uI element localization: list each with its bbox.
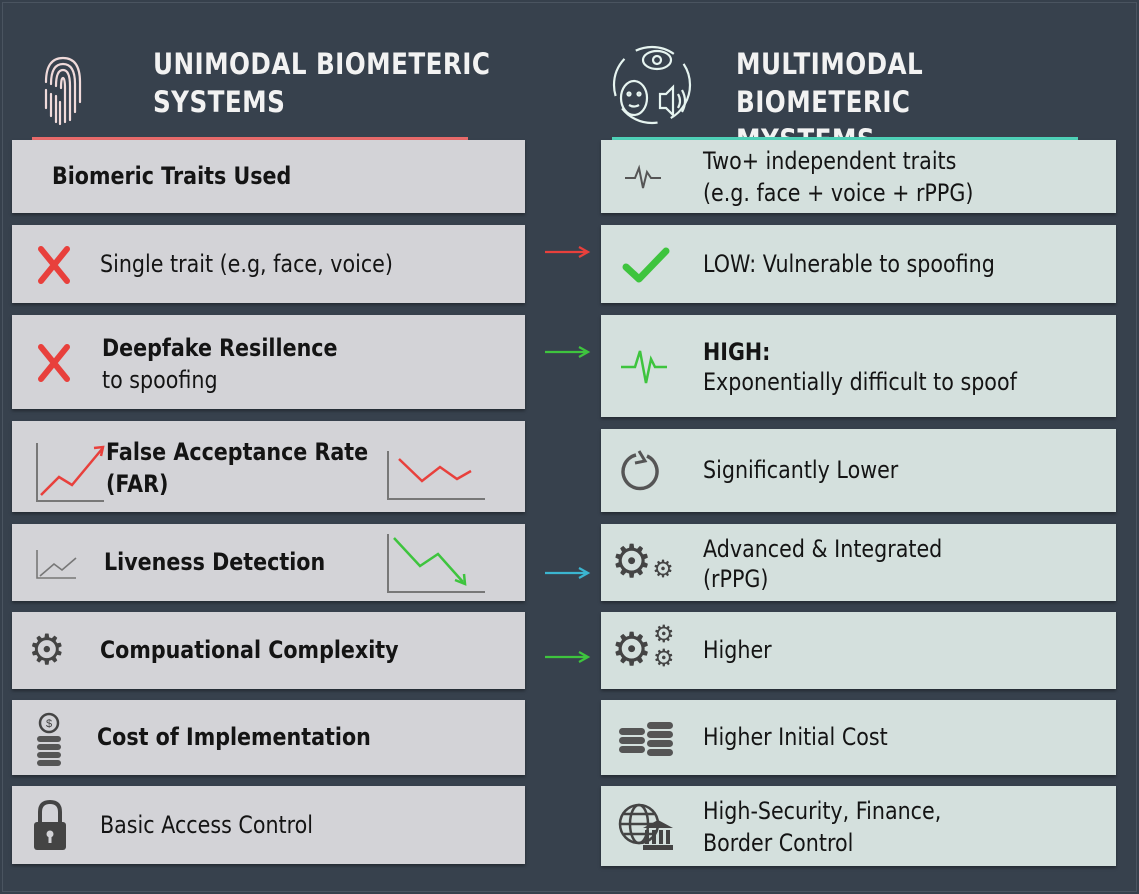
row-label: High-Security, Finance,: [703, 797, 942, 825]
row-label: Advanced & Integrated: [703, 535, 943, 563]
row-label: LOW: Vulnerable to spoofing: [703, 249, 995, 278]
arrow-right-icon: [545, 246, 591, 258]
row-label: False Acceptance Rate: [106, 438, 369, 466]
row-label: Basic Access Control: [100, 810, 314, 839]
arrow-right-icon: [545, 567, 591, 579]
right-row-complexity: ⚙ ⚙ ⚙ Higher: [601, 612, 1116, 689]
left-row-cost: $ Cost of Implementation: [12, 700, 525, 775]
trend-down-chart-icon: [387, 534, 485, 593]
gears-icon: ⚙⚙: [611, 535, 674, 587]
right-row-liveness: ⚙⚙ Advanced & Integrated (rPPG): [601, 524, 1116, 601]
row-label: Higher: [703, 636, 772, 664]
multimodal-traits-icon: [612, 45, 692, 125]
pulse-icon: [625, 164, 661, 189]
arrow-right-icon: [545, 651, 591, 663]
x-mark-icon: [38, 344, 70, 382]
trend-chart-icon: [36, 550, 77, 579]
row-label: Compuational Complexity: [100, 636, 399, 664]
row-label: Higher Initial Cost: [703, 723, 888, 751]
row-label: Biomeric Traits Used: [52, 162, 292, 190]
arrow-right-icon: [545, 346, 591, 358]
row-sublabel: (rPPG): [703, 565, 769, 593]
right-row-spoofing: LOW: Vulnerable to spoofing: [601, 225, 1116, 303]
globe-bank-icon: [618, 803, 673, 850]
right-accent-bar: [612, 137, 1078, 141]
left-row-traits: Biomeric Traits Used: [12, 140, 525, 213]
left-accent-bar: [32, 137, 468, 141]
left-row-complexity: ⚙ Compuational Complexity: [12, 612, 525, 689]
pulse-icon: [621, 350, 667, 384]
right-row-use-cases: High-Security, Finance, Border Control: [601, 786, 1116, 866]
row-sublabel: Exponentially difficult to spoof: [703, 368, 1017, 396]
x-mark-icon: [38, 246, 70, 284]
right-row-far: Significantly Lower: [601, 429, 1116, 512]
left-row-far: False Acceptance Rate (FAR): [12, 421, 525, 512]
gear-icon: ⚙: [28, 626, 66, 673]
row-sublabel: to spoofing: [102, 366, 218, 394]
left-row-liveness: Liveness Detection: [12, 524, 525, 601]
trend-up-chart-icon: [36, 443, 105, 502]
coins-icon: [619, 722, 673, 756]
row-sublabel: Border Control: [703, 829, 854, 857]
row-label: Liveness Detection: [104, 548, 326, 576]
row-label: HIGH:: [703, 338, 771, 366]
row-sublabel: (e.g. face + voice + rPPG): [703, 179, 974, 207]
left-title: UNIMODAL BIOMETERIC SYSTEMS: [153, 45, 490, 121]
right-row-traits: Two+ independent traits (e.g. face + voi…: [601, 140, 1116, 213]
lock-icon: [34, 799, 66, 850]
fingerprint-icon: [44, 56, 82, 126]
row-label: Significantly Lower: [703, 456, 899, 484]
left-row-single-trait: Single trait (e.g, face, voice): [12, 225, 525, 303]
right-row-cost: Higher Initial Cost: [601, 700, 1116, 775]
left-row-deepfake: Deepfake Resillence to spoofing: [12, 315, 525, 409]
row-label: Deepfake Resillence: [102, 334, 338, 362]
refresh-icon: [621, 450, 659, 491]
row-label: Cost of Implementation: [97, 723, 371, 751]
coins-icon: $: [37, 712, 61, 766]
right-title-line1: MULTIMODAL BIOMETERIC: [736, 47, 924, 119]
check-icon: [622, 247, 670, 283]
row-sublabel: (FAR): [106, 470, 169, 498]
left-row-access: Basic Access Control: [12, 786, 525, 864]
left-title-line1: UNIMODAL BIOMETERIC: [153, 47, 491, 81]
right-row-resilience: HIGH: Exponentially difficult to spoof: [601, 315, 1116, 417]
svg-text:$: $: [46, 718, 52, 730]
row-label: Single trait (e.g, face, voice): [100, 249, 393, 278]
gears-icon: ⚙ ⚙ ⚙: [611, 621, 675, 675]
left-title-line2: SYSTEMS: [153, 85, 286, 119]
row-label: Two+ independent traits: [703, 147, 957, 175]
trend-down-chart-icon: [387, 451, 485, 500]
